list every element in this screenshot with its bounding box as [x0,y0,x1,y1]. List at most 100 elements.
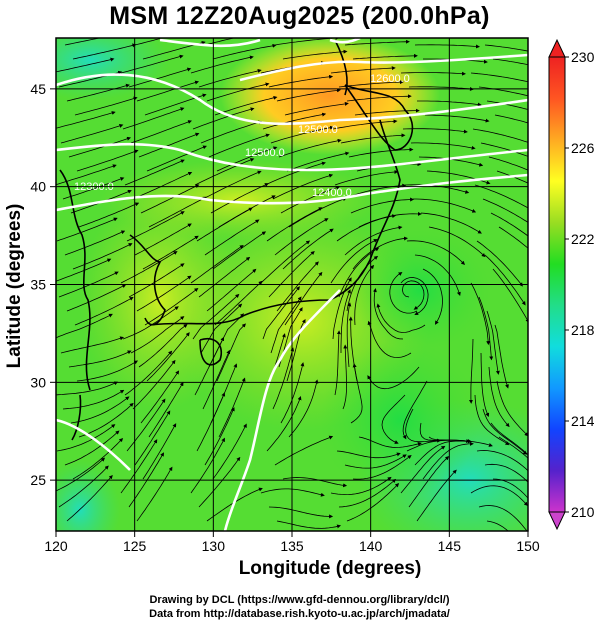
streamline [414,44,480,49]
colorbar-body [548,56,566,513]
streamline [410,142,476,150]
streamline [372,288,404,340]
taiwan-coast [71,394,82,441]
streamline [346,94,412,102]
streamline [56,424,116,452]
streamline [358,436,422,448]
streamline [134,38,164,46]
streamline [346,483,400,522]
streamline [72,243,133,270]
colorbar-tick-label: 222 [571,231,595,247]
streamline [414,439,472,466]
streamline [348,147,414,158]
contour-12300-a [56,418,131,471]
streamline [338,478,397,508]
x-tick-label: 140 [359,538,383,554]
streamline [332,119,398,130]
streamline [340,289,351,353]
x-tick-label: 125 [123,538,147,554]
streamline [402,128,468,134]
streamline [56,258,112,282]
streamline [196,392,226,452]
streamline [486,520,509,531]
streamline [190,244,244,284]
streamline [120,54,184,74]
streamline [484,44,528,52]
streamline [56,57,115,73]
streamline [352,53,418,60]
streamline [282,49,348,60]
streamline [468,338,474,404]
streamline [66,475,113,522]
streamline [340,133,406,144]
streamline [138,324,188,368]
streamline [408,456,450,508]
hokkaido-coast [344,84,414,151]
colorbar: 230 226 222 218 214 210 [548,38,595,531]
streamline [498,436,528,459]
streamline [72,43,137,60]
streamline [120,251,178,284]
streamline [404,184,470,194]
streamline [474,394,510,446]
streamline [344,39,410,46]
streamline [62,389,125,410]
streamline [274,218,329,256]
map-frame [55,37,529,532]
streamline [56,313,113,339]
streamline [122,107,185,130]
kyushu-coast [199,338,222,366]
streamline [270,125,334,144]
streamline [416,469,457,522]
streamline [140,184,200,214]
streamline [496,380,528,437]
streamline [56,217,118,242]
streamline [276,520,342,529]
streamline [494,324,509,389]
streamline [204,407,235,466]
streamline [352,455,412,480]
streamline [206,268,257,312]
streamline [268,250,315,298]
streamline [212,43,277,60]
streamline [354,264,375,326]
streamline [428,226,486,258]
streamline [146,145,207,172]
streamline [288,379,319,438]
streamline [198,456,241,508]
chart-title: MSM 12Z20Aug2025 (200.0hPa) [109,2,490,30]
streamline [190,55,254,74]
streamline [62,177,125,200]
axis-ticks: 120 125 130 135 140 145 150 25 30 35 40 45 [30,81,539,554]
streamline [490,212,528,237]
colorbar-tick-label: 226 [571,140,595,156]
streamline [286,151,350,172]
streamline [402,380,428,440]
streamline [401,280,425,310]
streamline [330,239,378,284]
streamline [422,441,474,480]
streamline [346,302,352,368]
streamline [130,120,192,144]
streamline [270,296,302,354]
streamline [216,146,278,172]
streamline [350,197,415,214]
streamline [486,310,500,375]
streamline [134,223,192,256]
streamline [470,282,491,346]
streamline [66,83,130,102]
colorbar-tick-label: 218 [571,322,595,338]
streamline [56,111,116,129]
streamline [148,196,207,228]
china-coast [59,169,91,391]
streamline [134,410,171,466]
streamline [350,363,363,424]
streamline [367,320,412,358]
streamline [262,112,327,130]
contour-12300-b [223,289,341,531]
coastlines [59,39,414,441]
streamline [140,370,180,424]
streamline [496,170,528,184]
streamline [64,430,120,466]
contour-label: 12500.0 [298,124,338,136]
